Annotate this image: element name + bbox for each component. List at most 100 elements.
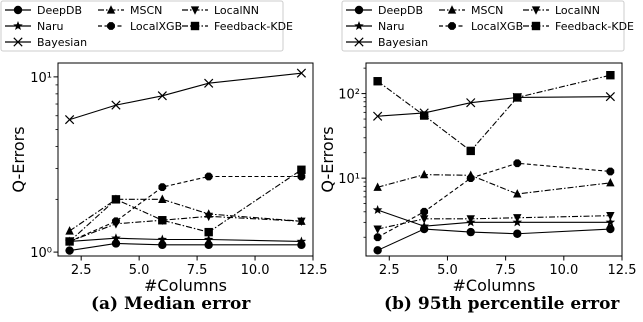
series-naru-point bbox=[465, 217, 476, 227]
series-mscn-line bbox=[377, 174, 611, 195]
legend-naru-marker bbox=[354, 21, 364, 31]
plot-frame bbox=[57, 62, 314, 257]
legend-deepdb-label: DeepDB bbox=[378, 4, 423, 17]
legend-frame bbox=[341, 0, 625, 52]
x-tick-label: 2.5 bbox=[71, 263, 92, 278]
series-naru-point bbox=[203, 234, 214, 244]
legend-mscn-marker bbox=[106, 5, 116, 14]
series-feedback-kde-point bbox=[373, 77, 382, 86]
series-localnn-point bbox=[297, 217, 306, 227]
series-feedback-kde-point bbox=[466, 146, 475, 156]
legend-naru-label: Naru bbox=[37, 20, 63, 33]
series-bayesian-point bbox=[111, 100, 121, 110]
series-localnn-point bbox=[204, 212, 213, 222]
legend-bayesian-marker bbox=[354, 37, 364, 47]
series-deepdb-point bbox=[419, 224, 429, 234]
series-bayesian-point bbox=[419, 108, 429, 118]
series-localxgb-point bbox=[513, 159, 522, 168]
plot-frame bbox=[365, 62, 623, 257]
x-axis-label: #Columns bbox=[144, 276, 227, 295]
series-mscn-point bbox=[419, 169, 429, 179]
series-bayesian-point bbox=[64, 115, 75, 125]
series-bayesian-point bbox=[605, 92, 615, 102]
series-localxgb-point bbox=[112, 217, 120, 226]
series-feedback-kde-point bbox=[204, 227, 213, 237]
series-localnn-point bbox=[419, 215, 429, 224]
series-feedback-kde-point bbox=[111, 195, 121, 204]
legend-localnn-marker bbox=[190, 6, 200, 15]
series-feedback-kde-point bbox=[419, 111, 429, 120]
series-mscn-point bbox=[158, 194, 167, 203]
x-tick-label: 7.5 bbox=[187, 263, 208, 278]
series-mscn-line bbox=[69, 198, 302, 232]
legend-naru-marker bbox=[13, 21, 23, 31]
series-feedback-kde-point bbox=[297, 165, 306, 174]
series-localxgb-point bbox=[606, 167, 615, 176]
series-bayesian-point bbox=[157, 91, 167, 101]
legend-deepdb-marker bbox=[354, 5, 364, 15]
series-deepdb-point bbox=[65, 246, 74, 255]
series-localnn-point bbox=[373, 225, 382, 234]
series-bayesian-point bbox=[512, 92, 522, 103]
legend-feedback-kde-marker bbox=[531, 21, 541, 31]
legend-feedback-kde-label: Feedback-KDE bbox=[214, 20, 293, 33]
series-deepdb-point bbox=[111, 239, 121, 248]
series-deepdb-point bbox=[606, 224, 615, 234]
x-tick-label: 2.5 bbox=[379, 263, 400, 278]
legend-localnn-marker bbox=[531, 6, 541, 15]
legend-deepdb-marker bbox=[13, 5, 23, 15]
series-feedback-kde-line bbox=[69, 169, 302, 242]
series-mscn-point bbox=[65, 226, 74, 235]
legend-mscn-label: MSCN bbox=[471, 4, 503, 17]
legend-left: DeepDB MSCN LocalNN Naru LocalXGB Feedback-KD… bbox=[0, 0, 293, 52]
caption-95th-percentile-error: (b) 95th percentile error bbox=[384, 294, 620, 314]
series-bayesian-point bbox=[466, 98, 476, 108]
chart-median-error: 10⁰ 10¹ 2.5 5.0 7.5 10.0 12.5 #Columns Q-Errors bbox=[9, 62, 328, 295]
legend-localnn-label: LocalNN bbox=[214, 4, 259, 17]
series-naru-point bbox=[372, 205, 383, 215]
x-tick-label: 5.0 bbox=[129, 263, 150, 278]
legend-feedback-kde-label: Feedback-KDE bbox=[555, 20, 634, 33]
legend-bayesian-label: Bayesian bbox=[37, 36, 87, 49]
legend-localxgb-marker bbox=[107, 22, 115, 30]
x-tick-label: 10.0 bbox=[241, 263, 270, 278]
series-naru-point bbox=[419, 221, 429, 231]
series-mscn-point bbox=[606, 178, 615, 187]
legend-bayesian-label: Bayesian bbox=[378, 36, 428, 49]
x-axis-label: #Columns bbox=[452, 276, 535, 295]
series-naru-point bbox=[111, 233, 121, 243]
series-localnn-point bbox=[606, 212, 615, 221]
legend-localnn-label: LocalNN bbox=[555, 4, 600, 17]
y-tick-label: 10⁰ bbox=[30, 246, 52, 261]
legend-mscn-label: MSCN bbox=[130, 4, 162, 17]
x-tick-label: 5.0 bbox=[437, 263, 458, 278]
legend-right: DeepDB MSCN LocalNN Naru LocalXGB Feedback-KD… bbox=[341, 0, 634, 52]
series-localxgb-point bbox=[420, 207, 429, 216]
y-axis-label: Q-Errors bbox=[318, 126, 337, 192]
series-localxgb-point bbox=[297, 172, 306, 181]
series-localxgb-point bbox=[158, 183, 167, 191]
legend-localxgb-label: LocalXGB bbox=[130, 20, 182, 33]
y-tick-label: 10² bbox=[338, 88, 360, 103]
x-tick-label: 10.0 bbox=[549, 263, 578, 278]
series-deepdb-point bbox=[513, 229, 522, 238]
series-bayesian-point bbox=[373, 111, 383, 121]
y-tick-label: 10¹ bbox=[30, 71, 52, 86]
x-tick-label: 12.5 bbox=[299, 263, 328, 278]
series-feedback-kde-line bbox=[377, 74, 611, 152]
series-naru-point bbox=[296, 236, 307, 246]
series-deepdb-point bbox=[158, 240, 167, 250]
series-deepdb-point bbox=[373, 246, 382, 255]
series-localxgb-line bbox=[69, 175, 302, 242]
series-localxgb-point bbox=[373, 233, 382, 242]
series-bayesian-point bbox=[296, 68, 307, 78]
caption-median-error: (a) Median error bbox=[91, 294, 251, 314]
legend-mscn-marker bbox=[447, 5, 457, 14]
chart-95th-percentile-error: 10¹ 10² 2.5 5.0 7.5 10.0 12.5 #Columns Q-Errors bbox=[318, 62, 636, 295]
series-bayesian-point bbox=[204, 78, 214, 88]
series-localnn-line bbox=[69, 215, 302, 242]
series-feedback-kde-point bbox=[158, 216, 167, 225]
legend-bayesian-marker bbox=[13, 37, 23, 47]
legend-localxgb-marker bbox=[448, 22, 456, 30]
